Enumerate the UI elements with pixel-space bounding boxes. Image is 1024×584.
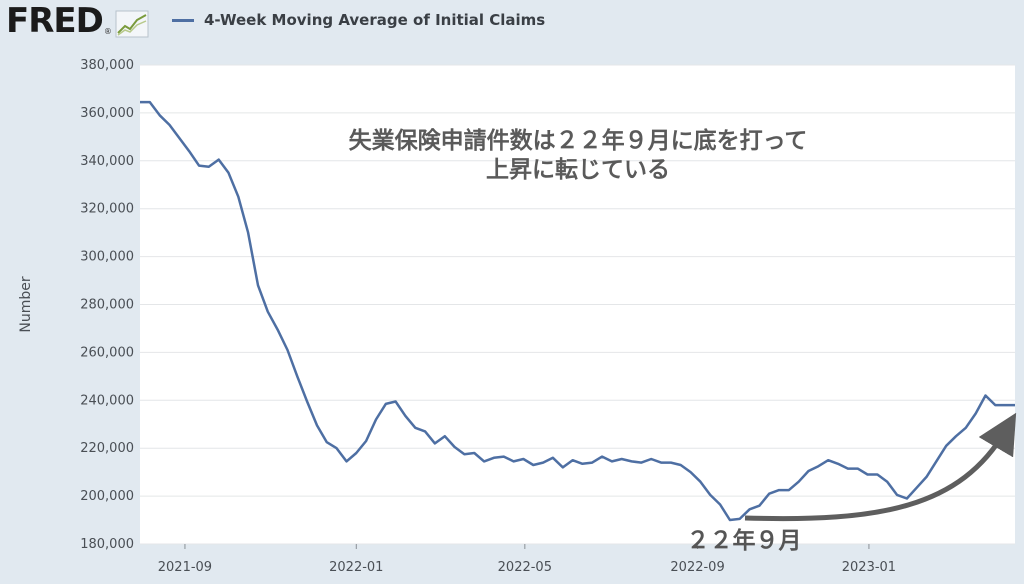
annotation-line-1: 失業保険申請件数は２２年９月に底を打って bbox=[349, 127, 808, 154]
x-tick-label: 2021-09 bbox=[158, 560, 212, 575]
y-tick-label: 340,000 bbox=[80, 154, 134, 169]
y-tick-label: 360,000 bbox=[80, 106, 134, 121]
y-tick-label: 180,000 bbox=[80, 537, 134, 552]
logo-chart-icon bbox=[115, 10, 149, 38]
annotation-arrow bbox=[744, 412, 1017, 522]
legend-swatch bbox=[172, 18, 194, 22]
y-tick-label: 320,000 bbox=[80, 202, 134, 217]
y-tick-label: 240,000 bbox=[80, 393, 134, 408]
annotation-line-2: 上昇に転じている bbox=[486, 157, 670, 183]
legend-label: 4-Week Moving Average of Initial Claims bbox=[204, 11, 546, 29]
x-tick-label: 2022-09 bbox=[670, 560, 724, 575]
series-line-initial-claims bbox=[140, 100, 1015, 522]
x-tick-label: 2022-01 bbox=[329, 560, 383, 575]
x-tick-label: 2023-01 bbox=[842, 560, 896, 575]
annotation-sep-2022: ２２年９月 bbox=[687, 527, 802, 554]
y-tick-label: 300,000 bbox=[80, 250, 134, 265]
y-tick-label: 260,000 bbox=[80, 345, 134, 360]
fred-logo[interactable]: FRED ® bbox=[6, 4, 149, 38]
y-tick-label: 380,000 bbox=[80, 58, 134, 73]
gridlines bbox=[140, 64, 1015, 545]
x-tick-label: 2022-05 bbox=[498, 560, 552, 575]
logo-text: FRED bbox=[6, 1, 104, 41]
x-axis: 2021-09 2022-01 2022-05 2022-09 2023-01 bbox=[158, 544, 896, 575]
y-axis: 180,000 200,000 220,000 240,000 260,000 280,0… bbox=[80, 58, 134, 552]
y-axis-label: Number bbox=[18, 276, 34, 332]
y-tick-label: 200,000 bbox=[80, 489, 134, 504]
chart-legend: 4-Week Moving Average of Initial Claims bbox=[172, 11, 545, 29]
logo-registered-mark: ® bbox=[103, 27, 112, 36]
y-tick-label: 280,000 bbox=[80, 298, 134, 313]
y-tick-label: 220,000 bbox=[80, 441, 134, 456]
